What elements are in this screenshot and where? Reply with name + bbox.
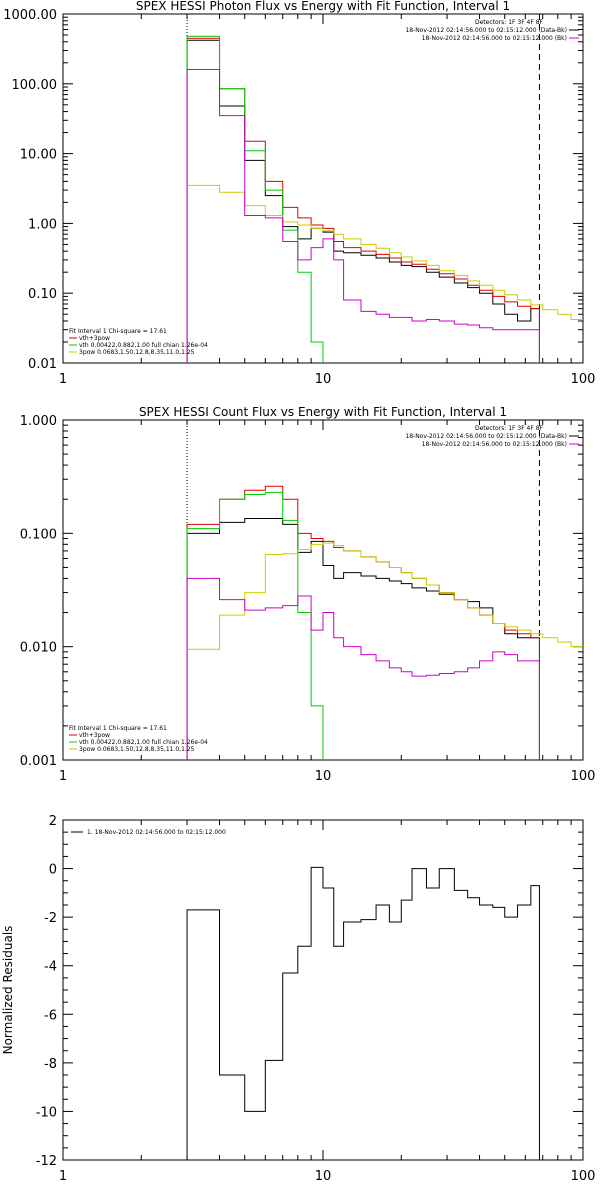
- chart-3: 1 10 100 -12 -10 -8 -6 -4 -2 0 2 Normalized Residua…: [1, 814, 595, 1184]
- x-tick-label: 1: [59, 372, 67, 387]
- legend-entry-text: 1. 18-Nov-2012 02:14:56.000 to 02:15:12.…: [87, 829, 226, 836]
- fit-legend-text: vth+3pow: [79, 335, 110, 342]
- series-line: [186, 866, 540, 1160]
- y-tick-label: 0.010: [20, 641, 57, 656]
- legend-entry-text: 18-Nov-2012 02:14:56.000 to 02:15:12.000…: [422, 35, 567, 42]
- chart-1: SPEX HESSI Photon Flux vs Energy with Fi…: [3, 0, 595, 387]
- y-tick-label: 0.100: [20, 527, 57, 542]
- chart-2: SPEX HESSI Count Flux vs Energy with Fit…: [20, 405, 596, 784]
- y-tick-label: -4: [44, 960, 57, 975]
- fit-legend-header: Fit Interval 1 Chi-square = 17.61: [69, 725, 167, 732]
- x-tick-label: 100: [571, 372, 596, 387]
- y-tick-label: 100.00: [12, 78, 58, 93]
- y-tick-label: 10.00: [20, 148, 57, 163]
- y-tick-label: 0.01: [28, 357, 57, 372]
- fit-legend-header: Fit Interval 1 Chi-square = 17.61: [69, 328, 167, 335]
- x-tick-label: 10: [315, 1169, 332, 1184]
- series-line: [186, 577, 540, 760]
- fit-legend-text: vth 0.00422,0.882,1.00 full chian 1.26e-…: [79, 342, 208, 349]
- fit-legend-text: vth 0.00422,0.882,1.00 full chian 1.26e-…: [79, 739, 208, 746]
- series-group: [186, 866, 540, 1160]
- x-tick-label: 100: [571, 769, 596, 784]
- series-group: [186, 485, 583, 760]
- series-line: [186, 518, 540, 760]
- y-tick-label: 0.10: [28, 287, 57, 302]
- y-tick-label: 2: [49, 814, 57, 829]
- series-line: [186, 184, 583, 363]
- fit-legend-text: 3pow 0.0683,1.50,12.8,8.35,11.0,1.25: [79, 746, 195, 753]
- x-tick-label: 1: [59, 769, 67, 784]
- chart-title: SPEX HESSI Photon Flux vs Energy with Fi…: [136, 0, 510, 13]
- fit-legend-text: vth+3pow: [79, 732, 110, 739]
- series-line: [186, 485, 540, 760]
- series-line: [186, 69, 540, 363]
- x-tick-label: 100: [571, 1169, 596, 1184]
- y-tick-label: -10: [36, 1105, 57, 1120]
- fit-legend-text: 3pow 0.0683,1.50,12.8,8.35,11.0,1.25: [79, 349, 195, 356]
- series-group: [186, 35, 583, 363]
- y-tick-label: 0.001: [20, 754, 57, 769]
- series-line: [186, 491, 324, 760]
- x-tick-label: 10: [315, 372, 332, 387]
- y-tick-label: 0: [49, 863, 57, 878]
- y-tick-label: -12: [36, 1154, 57, 1169]
- series-line: [186, 542, 583, 760]
- y-tick-label: -6: [44, 1008, 57, 1023]
- x-tick-label: 1: [59, 1169, 67, 1184]
- legend-header: Detectors: 1F 3F 4F 8F: [475, 19, 544, 26]
- y-tick-label: 1000.00: [3, 8, 57, 23]
- y-tick-label: -2: [44, 911, 57, 926]
- legend-header: Detectors: 1F 3F 4F 8F: [475, 425, 544, 432]
- series-line: [186, 35, 324, 363]
- series-line: [186, 37, 540, 363]
- y-tick-label: 1.00: [28, 217, 57, 232]
- legend-entry-text: 18-Nov-2012 02:14:56.000 to 02:15:12.000…: [422, 441, 567, 448]
- y-tick-label: 1.000: [20, 414, 57, 429]
- chart-title: SPEX HESSI Count Flux vs Energy with Fit…: [139, 405, 507, 419]
- y-axis-label: Normalized Residuals: [1, 926, 15, 1055]
- x-tick-label: 10: [315, 769, 332, 784]
- legend-entry-text: 18-Nov-2012 02:14:56.000 to 02:15:12.000…: [405, 433, 567, 440]
- legend-entry-text: 18-Nov-2012 02:14:56.000 to 02:15:12.000…: [405, 27, 567, 34]
- y-tick-label: -8: [44, 1057, 57, 1072]
